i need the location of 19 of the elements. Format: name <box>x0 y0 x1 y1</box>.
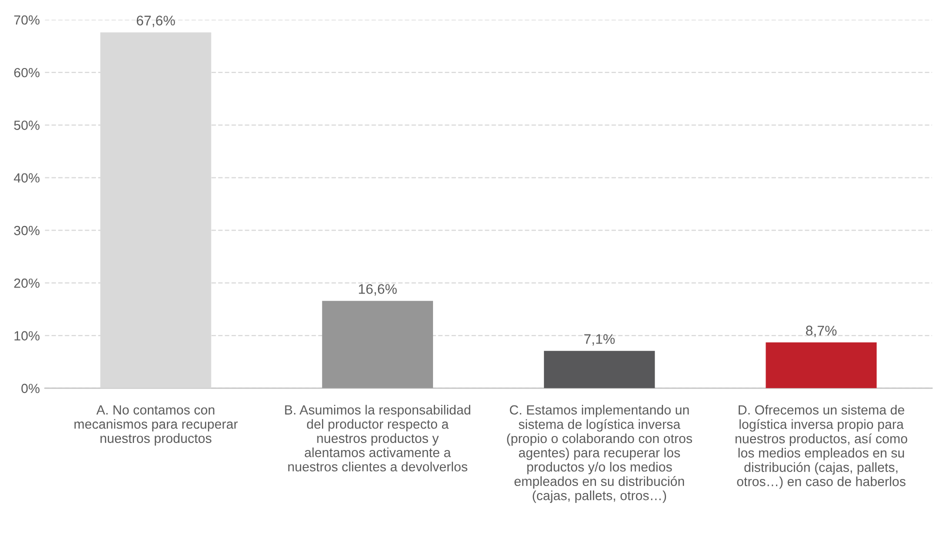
y-tick-label: 30% <box>14 226 40 236</box>
bar <box>766 342 877 388</box>
y-tick-label: 40% <box>14 173 40 183</box>
data-label: 67,6% <box>136 16 175 28</box>
x-tick-label: C. Estamos implementando un sistema de logística inversa (propio o colaborando con otros agentes) para recuperar los productos y/o los medios empleados en su distribución (cajas, pallets, otros…) <box>507 404 692 503</box>
y-tick-label: 20% <box>14 278 40 288</box>
data-label: 7,1% <box>584 334 615 346</box>
y-tick-label: 10% <box>14 331 40 340</box>
bar <box>322 300 434 388</box>
x-tick-label: B. Asumimos la responsabilidad del productor respecto a nuestros productos y alentamos activamente a nuestros clientes a devolverlos <box>285 404 470 472</box>
data-label: 16,6% <box>358 284 397 296</box>
x-tick-label: D. Ofrecemos un sistema de logística inversa propio para nuestros productos, así como los medios empleados en su distribución (cajas, pallets, otros…) en caso de haberlos <box>736 404 908 489</box>
data-label: 8,7% <box>806 326 837 338</box>
y-tick-label: 70% <box>14 15 40 25</box>
y-tick-label: 50% <box>14 120 40 130</box>
y-tick-label: 0% <box>21 384 40 394</box>
x-tick-label: A. No contamos con mecanismos para recuperar nuestros productos <box>74 405 238 446</box>
y-tick-label: 60% <box>14 68 40 78</box>
bar <box>544 350 655 388</box>
